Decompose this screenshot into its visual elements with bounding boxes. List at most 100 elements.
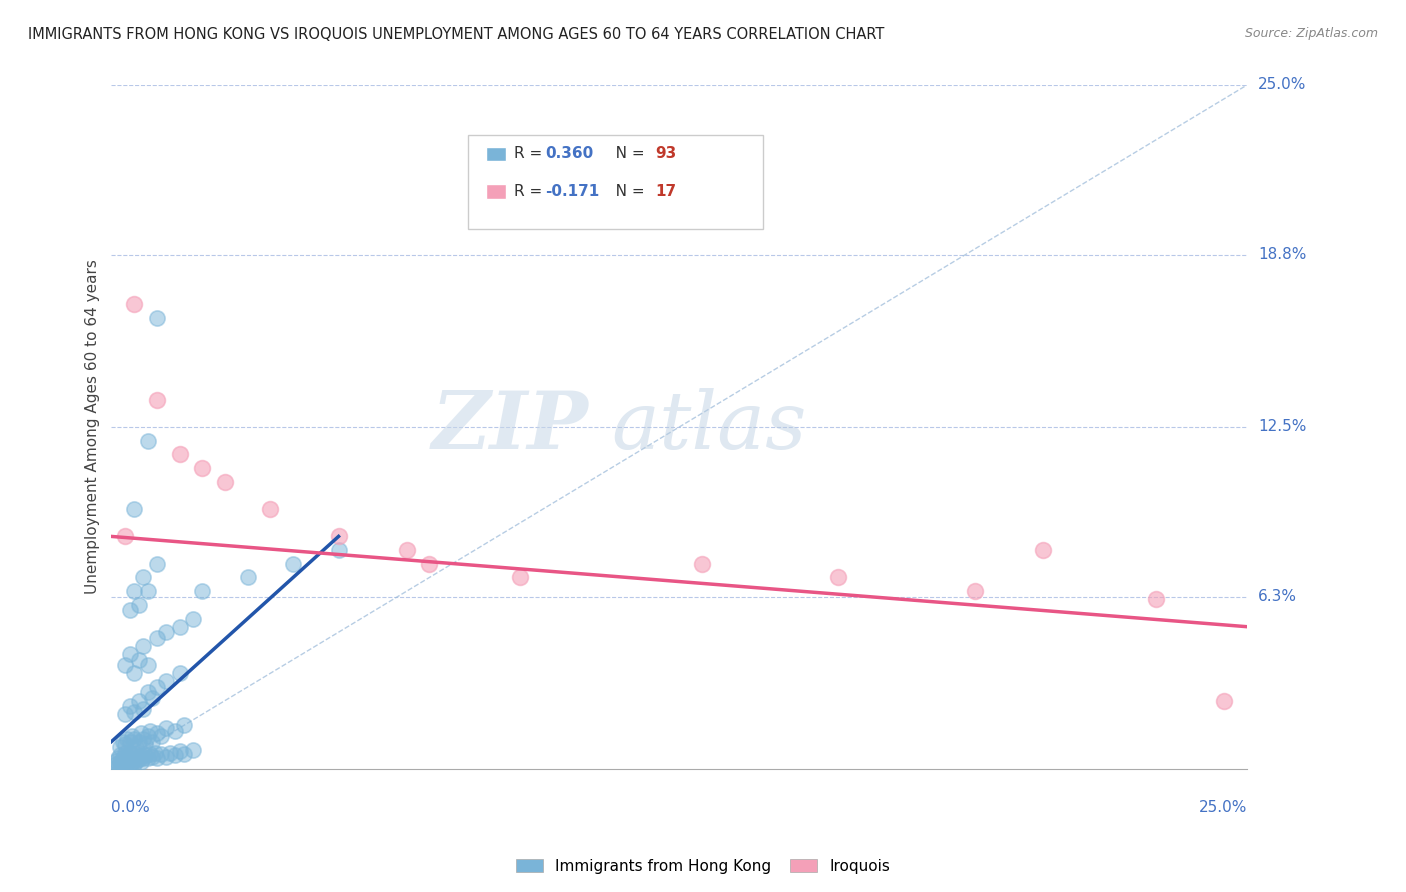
Point [136,685,159,699]
Point [128,752,150,766]
Point [110,740,132,755]
Point [163,748,186,763]
Point [107,759,129,773]
Point [118,758,141,772]
Point [114,754,136,768]
Point [121,729,143,743]
Text: R =: R = [515,146,547,161]
Text: 6.3%: 6.3% [1258,589,1298,604]
Point [122,731,145,746]
Point [191,461,214,475]
Point [146,310,169,325]
Text: atlas: atlas [612,388,807,466]
Text: 93: 93 [655,146,676,161]
Text: 12.5%: 12.5% [1258,419,1306,434]
Point [132,731,155,746]
Point [118,647,141,661]
Point [139,723,162,738]
Point [104,756,127,771]
Text: 25.0%: 25.0% [1258,78,1306,93]
Point [111,751,134,765]
Point [169,744,191,758]
Point [111,756,134,771]
Point [690,557,713,571]
Point [143,746,166,760]
Point [118,752,141,766]
Point [136,751,159,765]
Point [146,680,169,694]
Point [117,756,139,771]
Point [132,639,155,653]
Text: 18.8%: 18.8% [1258,247,1306,262]
Point [155,749,177,764]
Point [181,743,204,757]
Point [328,543,350,558]
Point [110,748,132,763]
Text: 17: 17 [655,184,676,199]
Point [114,658,136,673]
Text: N =: N = [602,184,650,199]
Point [827,570,849,584]
Point [129,755,152,769]
Point [136,729,159,743]
Point [132,751,155,765]
Point [155,674,177,689]
Point [117,731,139,746]
Point [125,754,148,768]
Point [107,751,129,765]
Y-axis label: Unemployment Among Ages 60 to 64 years: Unemployment Among Ages 60 to 64 years [86,260,100,594]
Point [146,726,169,740]
Point [118,699,141,714]
Point [122,584,145,599]
Point [132,570,155,584]
Point [121,748,143,763]
Point [169,447,191,461]
Point [111,734,134,748]
Point [114,738,136,752]
Point [122,502,145,516]
Point [141,749,163,764]
Point [281,557,304,571]
Point [114,529,136,543]
Text: 25.0%: 25.0% [1199,799,1247,814]
Point [1032,543,1054,558]
Point [173,718,195,732]
Point [395,543,418,558]
Point [509,570,531,584]
Point [128,598,150,612]
Point [963,584,986,599]
Legend: Immigrants from Hong Kong, Iroquois: Immigrants from Hong Kong, Iroquois [509,853,897,880]
Point [125,747,148,761]
Point [141,690,163,705]
Point [169,620,191,634]
Point [1144,592,1167,607]
Text: R =: R = [515,184,547,199]
Point [128,652,150,666]
Point [118,734,141,748]
Point [122,751,145,765]
Point [125,740,148,755]
Point [150,729,173,743]
Point [118,603,141,617]
Text: ZIP: ZIP [432,388,589,466]
Point [122,297,145,311]
Point [155,625,177,640]
Point [146,392,169,407]
Point [128,734,150,748]
Point [150,747,173,761]
Point [114,759,136,773]
Point [146,751,169,765]
Point [122,705,145,719]
Point [118,746,141,760]
Point [121,755,143,769]
Point [181,611,204,625]
Point [1213,693,1236,707]
Point [418,557,440,571]
Point [128,693,150,707]
Point [136,434,159,448]
Point [122,666,145,681]
Point [110,759,132,773]
Point [146,557,169,571]
Point [259,502,281,516]
Point [214,475,236,489]
